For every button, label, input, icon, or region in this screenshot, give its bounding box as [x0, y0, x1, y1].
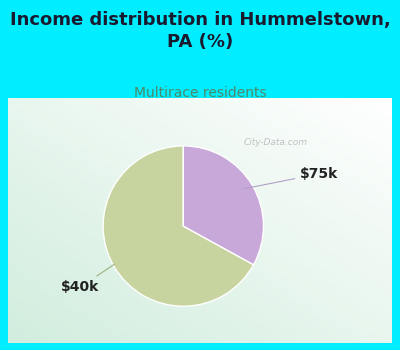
Text: $40k: $40k — [61, 264, 114, 294]
Text: Income distribution in Hummelstown,
PA (%): Income distribution in Hummelstown, PA (… — [10, 10, 390, 51]
Text: City-Data.com: City-Data.com — [243, 138, 307, 147]
Text: Multirace residents: Multirace residents — [134, 86, 266, 100]
Wedge shape — [183, 146, 264, 265]
Text: $75k: $75k — [244, 167, 338, 189]
Wedge shape — [103, 146, 254, 306]
